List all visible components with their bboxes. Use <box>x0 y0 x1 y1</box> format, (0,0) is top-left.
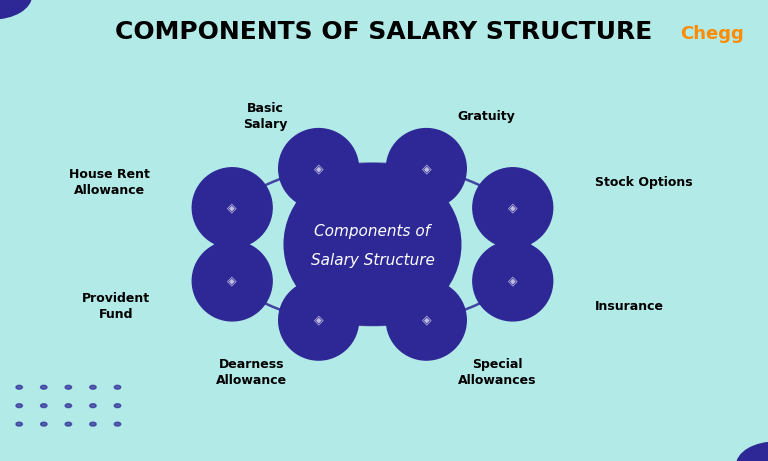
Ellipse shape <box>284 164 461 325</box>
Text: ◈: ◈ <box>508 274 518 288</box>
Circle shape <box>65 422 71 426</box>
Ellipse shape <box>473 241 553 321</box>
Circle shape <box>114 385 121 389</box>
Text: Dearness
Allowance: Dearness Allowance <box>216 358 287 387</box>
Circle shape <box>16 422 22 426</box>
Text: ◈: ◈ <box>314 313 323 327</box>
Text: ◈: ◈ <box>227 274 237 288</box>
Text: Salary Structure: Salary Structure <box>310 253 435 268</box>
Ellipse shape <box>279 129 359 208</box>
Text: Insurance: Insurance <box>595 300 664 313</box>
Circle shape <box>90 385 96 389</box>
Circle shape <box>65 385 71 389</box>
Circle shape <box>90 404 96 408</box>
Ellipse shape <box>192 168 272 248</box>
Text: Gratuity: Gratuity <box>458 110 515 123</box>
Circle shape <box>41 404 47 408</box>
Text: Chegg: Chegg <box>680 25 743 43</box>
Text: Provident
Fund: Provident Fund <box>82 291 150 320</box>
Ellipse shape <box>279 280 359 360</box>
Text: Basic
Salary: Basic Salary <box>243 102 287 131</box>
Circle shape <box>737 442 768 461</box>
Text: Special
Allowances: Special Allowances <box>458 358 536 387</box>
Text: ◈: ◈ <box>422 162 431 175</box>
Text: ◈: ◈ <box>227 201 237 214</box>
Ellipse shape <box>473 168 553 248</box>
Circle shape <box>90 422 96 426</box>
Text: House Rent
Allowance: House Rent Allowance <box>69 168 150 197</box>
Ellipse shape <box>386 280 466 360</box>
Text: Components of: Components of <box>314 224 431 239</box>
Circle shape <box>114 422 121 426</box>
Ellipse shape <box>386 129 466 208</box>
Circle shape <box>16 404 22 408</box>
Circle shape <box>16 385 22 389</box>
Text: Stock Options: Stock Options <box>595 176 693 189</box>
Text: COMPONENTS OF SALARY STRUCTURE: COMPONENTS OF SALARY STRUCTURE <box>115 20 653 44</box>
Text: ◈: ◈ <box>422 313 431 327</box>
Circle shape <box>41 385 47 389</box>
Text: ◈: ◈ <box>314 162 323 175</box>
Text: ◈: ◈ <box>508 201 518 214</box>
Circle shape <box>114 404 121 408</box>
Circle shape <box>65 404 71 408</box>
Ellipse shape <box>192 241 272 321</box>
Circle shape <box>0 0 31 19</box>
Circle shape <box>41 422 47 426</box>
